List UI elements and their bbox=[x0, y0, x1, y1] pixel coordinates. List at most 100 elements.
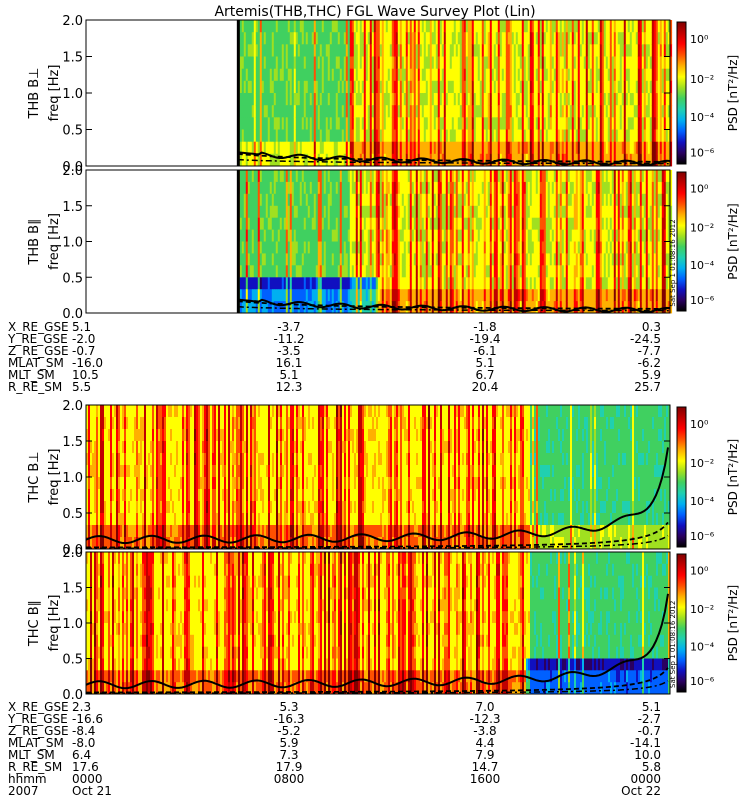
heatmap-cell bbox=[371, 170, 375, 183]
heatmap-cell bbox=[655, 32, 659, 45]
heatmap-cell bbox=[543, 265, 547, 278]
heatmap-cell bbox=[547, 253, 551, 266]
heatmap-cell bbox=[293, 181, 297, 195]
heatmap-cell bbox=[243, 253, 247, 266]
heatmap-cell bbox=[561, 265, 565, 278]
heatmap-cell bbox=[455, 170, 459, 183]
heatmap-cell bbox=[407, 141, 411, 155]
heatmap-cell bbox=[257, 253, 261, 266]
heatmap-cell bbox=[577, 217, 581, 230]
heatmap-cell bbox=[423, 289, 427, 302]
heatmap-cell bbox=[561, 129, 565, 143]
heatmap-cell bbox=[299, 105, 303, 118]
heatmap-cell bbox=[267, 170, 271, 183]
heatmap-cell bbox=[445, 181, 449, 195]
heatmap-cell bbox=[315, 265, 319, 278]
heatmap-cell bbox=[321, 93, 325, 106]
heatmap-cell bbox=[247, 170, 251, 183]
heatmap-cell bbox=[619, 241, 623, 254]
heatmap-cell bbox=[529, 32, 533, 45]
heatmap-cell bbox=[439, 265, 443, 278]
heatmap-cell bbox=[441, 20, 445, 33]
heatmap-cell bbox=[535, 93, 539, 106]
heatmap-cell bbox=[251, 277, 255, 290]
heatmap-cell bbox=[465, 105, 469, 118]
heatmap-cell bbox=[485, 32, 489, 45]
heatmap-cell bbox=[327, 32, 331, 45]
heatmap-cell bbox=[335, 44, 339, 57]
heatmap-cell bbox=[541, 80, 545, 94]
heatmap-cell bbox=[451, 265, 455, 278]
heatmap-cell bbox=[569, 253, 573, 266]
heatmap-cell bbox=[543, 129, 547, 143]
heatmap-cell bbox=[365, 68, 369, 82]
heatmap-cell bbox=[477, 253, 481, 266]
heatmap-cell bbox=[485, 193, 489, 207]
heatmap-cell bbox=[495, 241, 499, 254]
y-tick-label: 1.0 bbox=[62, 87, 83, 102]
heatmap-cell bbox=[345, 289, 349, 302]
heatmap-cell bbox=[571, 181, 575, 195]
heatmap-cell bbox=[553, 93, 557, 106]
heatmap-cell bbox=[453, 129, 457, 143]
heatmap-cell bbox=[299, 20, 303, 33]
heatmap-cell bbox=[579, 32, 583, 45]
heatmap-cell bbox=[635, 80, 639, 94]
heatmap-cell bbox=[487, 141, 491, 155]
heatmap-cell bbox=[329, 241, 333, 254]
heatmap-cell bbox=[449, 141, 453, 155]
heatmap-cell bbox=[313, 229, 317, 242]
heatmap-cell bbox=[589, 193, 593, 207]
heatmap-cell bbox=[655, 68, 659, 82]
heatmap-cell bbox=[419, 20, 423, 33]
heatmap-cell bbox=[507, 93, 511, 106]
heatmap-cell bbox=[537, 93, 541, 106]
heatmap-cell bbox=[355, 289, 359, 302]
heatmap-cell bbox=[469, 93, 473, 106]
heatmap-cell bbox=[487, 68, 491, 82]
heatmap-cell bbox=[329, 80, 333, 94]
heatmap-cell bbox=[499, 105, 503, 118]
heatmap-cell bbox=[533, 205, 537, 219]
heatmap-cell bbox=[503, 129, 507, 143]
heatmap-cell bbox=[417, 289, 421, 302]
heatmap-cell bbox=[289, 229, 293, 242]
heatmap-cell bbox=[487, 93, 491, 106]
heatmap-cell bbox=[281, 181, 285, 195]
heatmap-cell bbox=[603, 105, 607, 118]
heatmap-cell bbox=[365, 129, 369, 143]
heatmap-cell bbox=[415, 141, 419, 155]
heatmap-cell bbox=[467, 170, 471, 183]
heatmap-cell bbox=[595, 265, 599, 278]
heatmap-cell bbox=[417, 170, 421, 183]
heatmap-cell bbox=[255, 193, 259, 207]
heatmap-cell bbox=[367, 217, 371, 230]
heatmap-cell bbox=[319, 32, 323, 45]
heatmap-cell bbox=[425, 153, 429, 167]
heatmap-cell bbox=[667, 56, 671, 70]
heatmap-cell bbox=[499, 68, 503, 82]
heatmap-cell bbox=[619, 68, 623, 82]
heatmap-cell bbox=[281, 277, 285, 290]
heatmap-cell bbox=[413, 93, 417, 106]
heatmap-cell bbox=[617, 253, 621, 266]
heatmap-cell bbox=[495, 32, 499, 45]
heatmap-cell bbox=[515, 44, 519, 57]
heatmap-cell bbox=[245, 20, 249, 33]
heatmap-cell bbox=[255, 129, 259, 143]
heatmap-cell bbox=[401, 93, 405, 106]
heatmap-cell bbox=[623, 68, 627, 82]
heatmap-cell bbox=[567, 56, 571, 70]
heatmap-cell bbox=[303, 32, 307, 45]
heatmap-cell bbox=[385, 277, 389, 290]
heatmap-cell bbox=[307, 80, 311, 94]
heatmap-cell bbox=[501, 117, 505, 130]
heatmap-cell bbox=[469, 68, 473, 82]
heatmap-cell bbox=[327, 241, 331, 254]
heatmap-cell bbox=[307, 44, 311, 57]
heatmap-cell bbox=[265, 129, 269, 143]
heatmap-cell bbox=[491, 193, 495, 207]
heatmap-cell bbox=[541, 205, 545, 219]
heatmap-cell bbox=[301, 265, 305, 278]
heatmap-cell bbox=[431, 93, 435, 106]
